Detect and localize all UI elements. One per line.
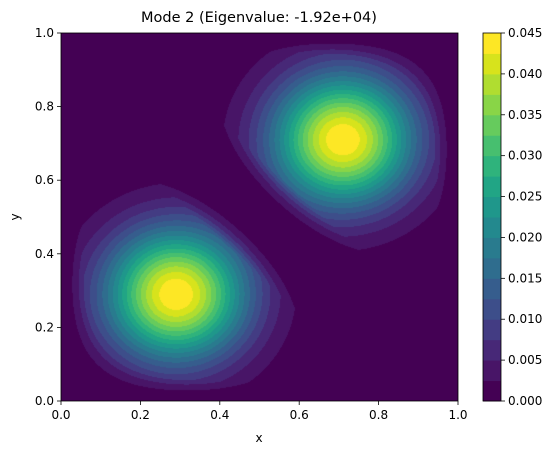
colorbar-tick-label: 0.040 bbox=[508, 67, 542, 81]
contour-field bbox=[61, 33, 458, 401]
colorbar-tick-label: 0.030 bbox=[508, 149, 542, 163]
colorbar-band bbox=[483, 33, 501, 54]
y-tick-label: 0.0 bbox=[35, 394, 54, 408]
colorbar-ticks: 0.000 0.005 0.010 0.015 0.020 0.025 0.030 0.035… bbox=[501, 26, 542, 408]
y-tick-label: 0.8 bbox=[35, 100, 54, 114]
x-axis-label: x bbox=[255, 431, 262, 445]
colorbar-tick-label: 0.000 bbox=[508, 394, 542, 408]
colorbar: 0.000 0.005 0.010 0.015 0.020 0.025 0.030 0.035… bbox=[482, 26, 542, 408]
y-tick-label: 1.0 bbox=[35, 26, 54, 40]
x-tick-label: 0.4 bbox=[210, 408, 229, 422]
y-tick-label: 0.2 bbox=[35, 320, 54, 334]
colorbar-band bbox=[483, 380, 501, 402]
x-tick-label: 0.0 bbox=[51, 408, 70, 422]
chart-title: Mode 2 (Eigenvalue: -1.92e+04) bbox=[141, 10, 377, 26]
colorbar-band bbox=[483, 73, 501, 95]
colorbar-band bbox=[483, 196, 501, 218]
y-tick-label: 0.6 bbox=[35, 173, 54, 187]
x-tick-label: 1.0 bbox=[448, 408, 467, 422]
colorbar-band bbox=[483, 319, 501, 341]
x-tick-label: 0.8 bbox=[369, 408, 388, 422]
y-axis-ticks: 0.0 0.2 0.4 0.6 0.8 1.0 bbox=[35, 26, 61, 408]
plot-area: 0.0 0.2 0.4 0.6 0.8 1.0 0.0 0.2 0.4 0.6 0.8 1.0 bbox=[35, 26, 468, 422]
colorbar-band bbox=[483, 360, 501, 382]
colorbar-band bbox=[483, 94, 501, 116]
colorbar-band bbox=[483, 135, 501, 157]
colorbar-tick-label: 0.045 bbox=[508, 26, 542, 40]
y-axis-label: y bbox=[8, 213, 22, 220]
y-tick-label: 0.4 bbox=[35, 247, 54, 261]
colorbar-band bbox=[483, 257, 501, 279]
colorbar-band bbox=[483, 298, 501, 320]
colorbar-band bbox=[483, 237, 501, 259]
colorbar-band bbox=[483, 176, 501, 198]
colorbar-bands bbox=[483, 33, 501, 402]
colorbar-tick-label: 0.010 bbox=[508, 312, 542, 326]
colorbar-band bbox=[483, 278, 501, 300]
colorbar-tick-label: 0.015 bbox=[508, 271, 542, 285]
colorbar-tick-label: 0.025 bbox=[508, 190, 542, 204]
x-axis-ticks: 0.0 0.2 0.4 0.6 0.8 1.0 bbox=[51, 401, 468, 422]
colorbar-frame bbox=[482, 32, 502, 402]
colorbar-tick-label: 0.005 bbox=[508, 353, 542, 367]
colorbar-band bbox=[483, 114, 501, 136]
plot-frame bbox=[60, 32, 459, 402]
x-tick-label: 0.2 bbox=[131, 408, 150, 422]
x-tick-label: 0.6 bbox=[290, 408, 309, 422]
colorbar-band bbox=[483, 155, 501, 177]
colorbar-tick-label: 0.020 bbox=[508, 230, 542, 244]
colorbar-band bbox=[483, 53, 501, 75]
colorbar-band bbox=[483, 339, 501, 361]
colorbar-tick-label: 0.035 bbox=[508, 108, 542, 122]
colorbar-band bbox=[483, 217, 501, 238]
